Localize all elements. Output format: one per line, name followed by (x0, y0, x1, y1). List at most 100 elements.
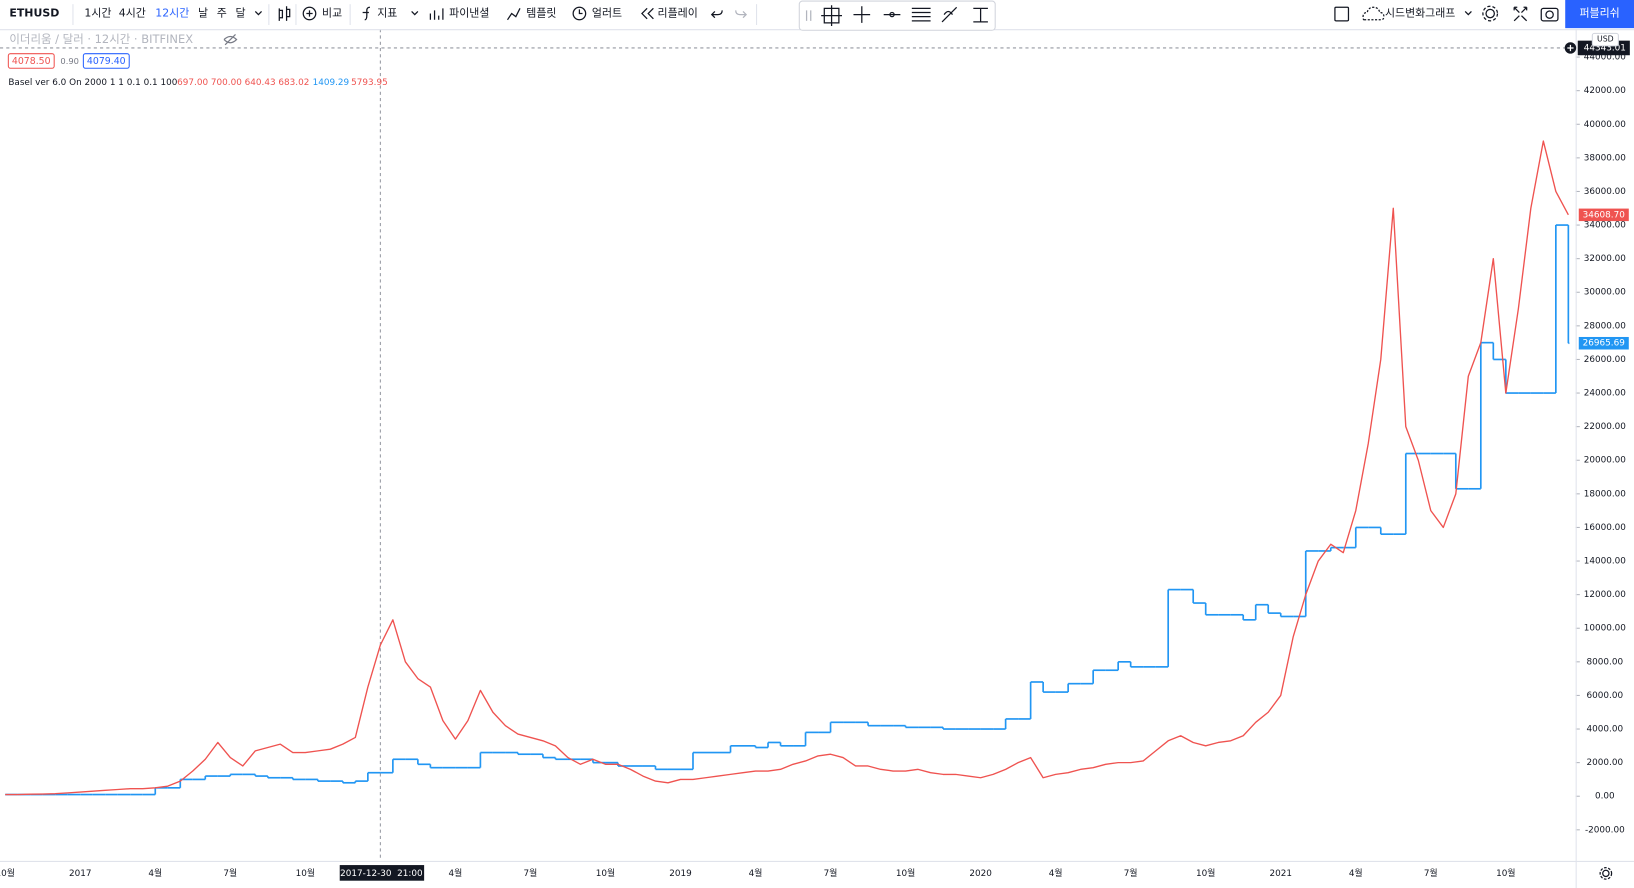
y-tick-label: 42000.00 (1584, 86, 1627, 96)
axis-settings-icon[interactable] (1602, 869, 1610, 878)
fullscreen-icon[interactable] (1513, 6, 1528, 22)
hide-icon[interactable] (223, 33, 238, 46)
plot: -2000.00 0.00 2000.00 4000.00 6000.00 8000.00… (0, 29, 1626, 879)
last-value-label: 26965.69 (1583, 339, 1625, 349)
crosshair-time-box (339, 865, 425, 881)
indicator-values: 697.00 700.00 640.43 683.02 (177, 78, 309, 88)
y-tick-label: 36000.00 (1584, 187, 1627, 197)
y-tick-label: 44000.00 (1584, 53, 1627, 63)
compare-icon[interactable] (306, 10, 313, 17)
add-icon[interactable] (1567, 44, 1574, 52)
snapshot-icon[interactable] (1545, 10, 1554, 19)
chevron[interactable] (411, 11, 419, 16)
financials[interactable]: 파이낸셜 (449, 7, 489, 20)
compare[interactable]: 비교 (322, 7, 342, 20)
tool-icon[interactable] (853, 6, 871, 23)
financials-icon[interactable] (429, 8, 444, 20)
tool-icon[interactable] (911, 7, 931, 22)
replay-icon[interactable] (641, 7, 654, 20)
interval[interactable]: 날 (198, 7, 208, 20)
chart-style-icon[interactable] (278, 6, 291, 21)
last-value-box (1578, 208, 1629, 222)
y-tick-label: 34000.00 (1584, 221, 1627, 231)
drag-handle[interactable] (805, 10, 812, 21)
chevron[interactable] (254, 11, 263, 16)
publish[interactable]: 퍼블리쉬 (1579, 7, 1619, 20)
symbol-description: 이더리움 / 달러 · 12시간 · BITFINEX (9, 32, 193, 46)
y-tick-label: 30000.00 (1584, 288, 1627, 298)
bid[interactable]: 4078.50 (12, 56, 51, 67)
settings-icon[interactable] (1482, 5, 1499, 22)
crosshair-price: 44343.01 (1584, 43, 1626, 53)
x-tick-label: 4월 (1349, 867, 1363, 879)
replay[interactable]: 리플레이 (658, 7, 698, 20)
publish-button[interactable] (1565, 0, 1634, 29)
y-tick-label: 32000.00 (1584, 254, 1627, 264)
layout-icon[interactable] (1334, 6, 1350, 22)
y-tick-label: 38000.00 (1584, 153, 1627, 163)
x-tick-label: 2019 (669, 869, 692, 879)
y-tick-label: 24000.00 (1584, 389, 1627, 399)
undo[interactable] (710, 10, 723, 19)
ask-box[interactable] (82, 53, 130, 69)
x-tick-label: 7월 (1424, 867, 1438, 879)
x-tick-label: 2020 (969, 869, 992, 879)
chevron[interactable] (1464, 11, 1472, 16)
axis-settings-icon[interactable] (1599, 867, 1613, 880)
snapshot-icon[interactable] (1540, 7, 1559, 22)
x-tick-label: 4월 (749, 867, 763, 879)
alerts-icon[interactable] (578, 9, 583, 15)
overlay: 26965.69 34608.70 (1578, 208, 1629, 350)
indicators[interactable]: 지표 (377, 7, 397, 20)
layout-name[interactable]: 시드변화그래프 (1385, 7, 1455, 20)
x-tick-label: 7월 (223, 867, 237, 879)
indicators-icon[interactable] (362, 6, 370, 21)
interval[interactable]: 달 (236, 7, 246, 20)
y-tick-label: 12000.00 (1584, 590, 1627, 600)
redo[interactable] (735, 10, 748, 19)
y-tick-label: 2000.00 (1587, 758, 1624, 768)
x-tick-label: 2021 (1269, 869, 1292, 879)
currency-badge[interactable] (1591, 32, 1619, 47)
cloud-icon[interactable] (1362, 6, 1385, 21)
y-tick-label: 10000.00 (1584, 624, 1627, 634)
y-tick-label: 14000.00 (1584, 557, 1627, 567)
tool-icon[interactable] (941, 6, 958, 23)
spread: 0.90 (60, 56, 79, 66)
interval[interactable]: 4시간 (119, 7, 146, 20)
currency[interactable]: USD (1597, 35, 1614, 44)
compare-icon[interactable] (302, 6, 317, 21)
tool-icon[interactable] (889, 11, 895, 18)
interval[interactable]: 주 (217, 7, 227, 20)
x-tick-label: 7월 (524, 867, 538, 879)
bid-box[interactable] (7, 53, 55, 69)
drawing-toolbar (798, 0, 996, 31)
y-tick-label: 8000.00 (1587, 657, 1624, 667)
x-tick-label: 7월 (824, 867, 838, 879)
interval[interactable]: 1시간 (84, 7, 111, 20)
y-tick-label: 22000.00 (1584, 422, 1627, 432)
crosshair-time: 2017-12-30 21:00 (340, 869, 423, 879)
y-tick-label: 28000.00 (1584, 321, 1627, 331)
settings-icon[interactable] (1485, 8, 1495, 19)
tool-icon[interactable] (821, 5, 843, 27)
x-tick-label: 4월 (1049, 867, 1063, 879)
templates[interactable]: 템플릿 (526, 7, 556, 20)
templates-icon[interactable] (506, 8, 521, 21)
indicator-value: 5793.95 (351, 78, 388, 88)
ask[interactable]: 4079.40 (87, 56, 126, 67)
tool-icon[interactable] (973, 7, 988, 23)
x-tick-label: 10월 (0, 867, 15, 879)
x-tick-label: 2017 (69, 869, 92, 879)
interval-active[interactable]: 12시간 (155, 7, 189, 20)
indicator-value: 1409.29 (313, 78, 350, 88)
x-tick-label: 10월 (1496, 867, 1515, 879)
x-tick-label: 10월 (1196, 867, 1215, 879)
x-tick-label: 7월 (1124, 867, 1138, 879)
symbol[interactable]: ETHUSD (9, 7, 59, 20)
alerts-icon[interactable] (572, 6, 587, 21)
alerts[interactable]: 얼러트 (592, 6, 622, 20)
indicator-name: Basel ver 6.0 On 2000 1 1 0.1 0.1 100 (8, 78, 177, 88)
